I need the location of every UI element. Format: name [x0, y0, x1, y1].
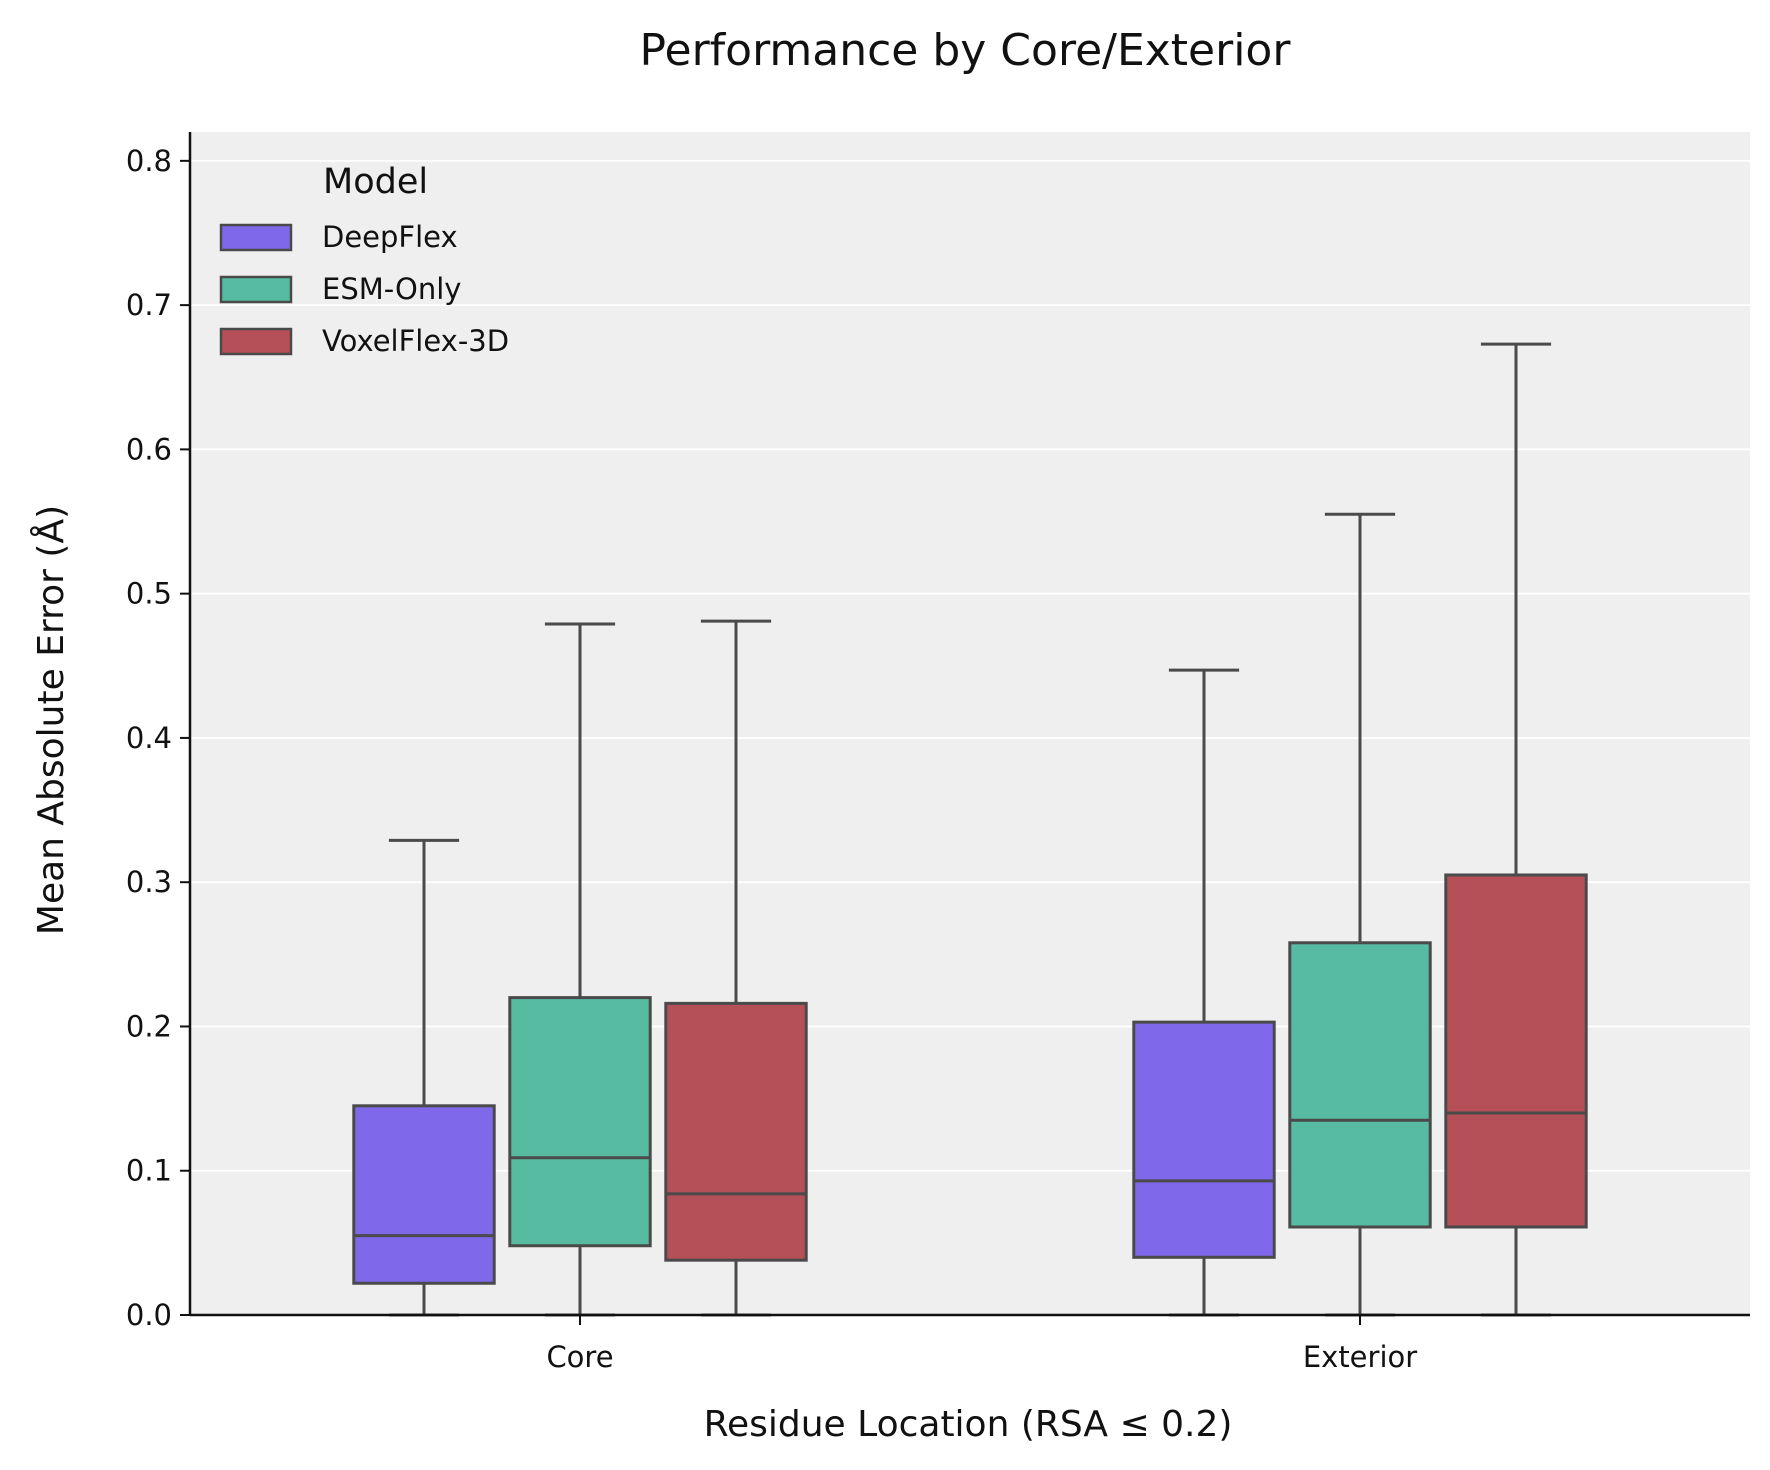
legend-label: DeepFlex: [322, 220, 458, 254]
box-esm-only-exterior: [1288, 512, 1432, 1317]
legend-title: Model: [323, 162, 428, 202]
y-tick-label: 0.7: [126, 288, 172, 322]
legend-label: ESM-Only: [322, 272, 461, 306]
y-tick-label: 0.2: [126, 1009, 172, 1043]
box-iqr: [1132, 1020, 1276, 1259]
legend-swatch: [219, 327, 293, 356]
legend-label: VoxelFlex-3D: [322, 324, 509, 358]
legend-swatch: [219, 223, 293, 252]
y-axis-label: Mean Absolute Error (Å): [29, 505, 72, 935]
box-voxelflex-3d-exterior: [1444, 342, 1588, 1317]
box-deepflex-core: [352, 838, 496, 1317]
legend: Model DeepFlex ESM-Only VoxelFlex-3D: [219, 162, 509, 358]
y-tick-label: 0.0: [126, 1298, 172, 1332]
y-tick-label: 0.4: [126, 721, 172, 755]
box-iqr: [352, 1104, 496, 1285]
y-tick-label: 0.6: [126, 432, 172, 466]
x-axis-label: Residue Location (RSA ≤ 0.2): [704, 1404, 1233, 1445]
y-tick-label: 0.1: [126, 1154, 172, 1188]
chart-title: Performance by Core/Exterior: [640, 25, 1292, 76]
box-iqr: [664, 1001, 808, 1262]
x-tick-label: Core: [546, 1340, 613, 1374]
box-iqr: [508, 996, 652, 1248]
x-tick-label: Exterior: [1303, 1340, 1417, 1374]
box-esm-only-core: [508, 622, 652, 1317]
y-tick-label: 0.5: [126, 577, 172, 611]
box-iqr: [1444, 873, 1588, 1229]
y-tick-label: 0.8: [126, 144, 172, 178]
box-voxelflex-3d-core: [664, 619, 808, 1317]
legend-swatch: [219, 275, 293, 304]
y-tick-label: 0.3: [126, 865, 172, 899]
box-deepflex-exterior: [1132, 668, 1276, 1317]
box-iqr: [1288, 941, 1432, 1229]
plot-area: [190, 132, 1750, 1317]
